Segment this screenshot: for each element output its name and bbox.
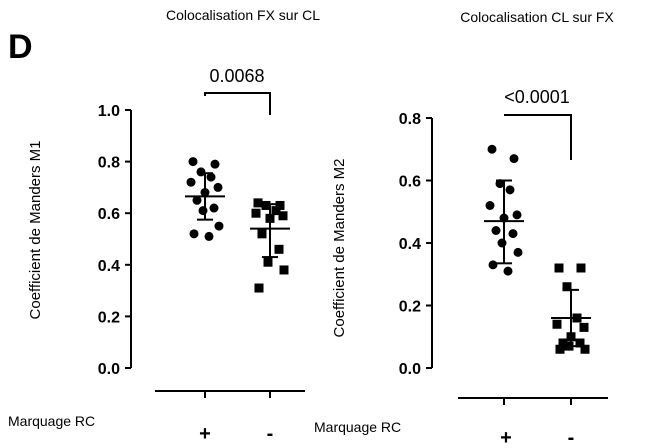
chart-1-y-tick-label: 0.6 — [98, 206, 120, 223]
chart-1-point — [257, 229, 267, 239]
chart-1-point — [263, 257, 273, 267]
chart-2-point — [509, 154, 519, 164]
chart-1-y-tick-label: 0.2 — [98, 309, 120, 326]
chart-2-y-tick-label: 0.4 — [399, 236, 421, 253]
panel-letter: D — [8, 28, 33, 66]
chart-1-y-tick-label: 1.0 — [98, 103, 120, 120]
chart-1-point — [271, 206, 281, 216]
chart-2-point — [579, 322, 589, 332]
chart-2-point — [491, 226, 501, 235]
chart-1-point — [253, 198, 263, 208]
chart-2-point — [555, 344, 565, 354]
chart-1-significance-bracket — [204, 92, 271, 115]
chart-1-point — [198, 206, 208, 216]
chart-1-row-label: Marquage RC — [8, 413, 95, 429]
chart-1-category-plus: + — [199, 423, 211, 445]
chart-1-point — [274, 244, 284, 254]
chart-1-y-tick-label: 0.4 — [98, 258, 120, 275]
chart-2-row-label: Marquage RC — [314, 419, 401, 435]
chart-2-point — [580, 344, 590, 354]
chart-2-point — [508, 229, 518, 239]
chart-2-category-plus: + — [500, 427, 512, 448]
chart-marks: 0.0 0.2 0.4 0.6 0.8 1.0 0.0 0.2 0.4 0.6 0.8 — [98, 92, 608, 405]
chart-2-point — [562, 282, 572, 292]
chart-2-y-tick-label: 0.2 — [399, 299, 421, 316]
chart-2-point — [576, 263, 586, 273]
chart-2-point — [505, 185, 515, 195]
chart-1-point — [251, 208, 261, 218]
chart-1-point — [213, 182, 223, 192]
chart-2-point — [513, 247, 523, 257]
chart-1-p-value: 0.0068 — [209, 66, 264, 86]
chart-2-point — [512, 210, 522, 220]
chart-1-point — [209, 203, 219, 213]
chart-2-point — [575, 338, 585, 348]
chart-1-point — [204, 231, 214, 241]
chart-1-y-tick-label: 0.8 — [98, 155, 120, 172]
chart-1: Colocalisation FX sur CL Coefficient de … — [8, 7, 320, 445]
chart-1-point — [279, 265, 289, 275]
chart-2-point — [554, 263, 564, 273]
chart-2-point — [488, 260, 498, 270]
chart-1-point — [206, 172, 216, 182]
chart-1-point — [210, 159, 220, 169]
chart-2-y-tick-label: 0.8 — [399, 111, 421, 128]
chart-2-p-value: <0.0001 — [504, 87, 570, 107]
chart-2-point — [497, 238, 507, 248]
chart-1-y-tick-label: 0.0 — [98, 361, 120, 378]
chart-1-point — [214, 221, 224, 231]
chart-2-y-tick-label: 0.6 — [399, 174, 421, 191]
chart-1-point — [188, 157, 198, 167]
chart-1-point — [192, 195, 202, 205]
chart-2-y-tick-label: 0.0 — [399, 361, 421, 378]
chart-1-point — [275, 200, 285, 210]
chart-2-point — [485, 201, 495, 210]
chart-2-point — [487, 144, 497, 154]
chart-2-category-minus: - — [568, 427, 575, 448]
chart-1-point — [261, 200, 271, 210]
chart-2-point — [552, 319, 562, 329]
chart-1-point — [186, 177, 196, 187]
chart-2-title: Colocalisation CL sur FX — [460, 9, 614, 25]
chart-2-point — [558, 338, 568, 348]
chart-2-ylabel: Coefficient de Manders M2 — [331, 159, 348, 338]
chart-1-category-minus: - — [267, 423, 274, 445]
chart-1-title: Colocalisation FX sur CL — [166, 7, 320, 23]
chart-1-point — [189, 229, 199, 239]
chart-1-point — [254, 283, 264, 293]
chart-2: Colocalisation CL sur FX Coefficient de … — [314, 9, 614, 448]
chart-2-point — [503, 266, 513, 276]
chart-1-point — [278, 211, 288, 221]
chart-2-significance-bracket — [504, 114, 572, 160]
chart-1-ylabel: Coefficient de Manders M1 — [27, 141, 44, 320]
